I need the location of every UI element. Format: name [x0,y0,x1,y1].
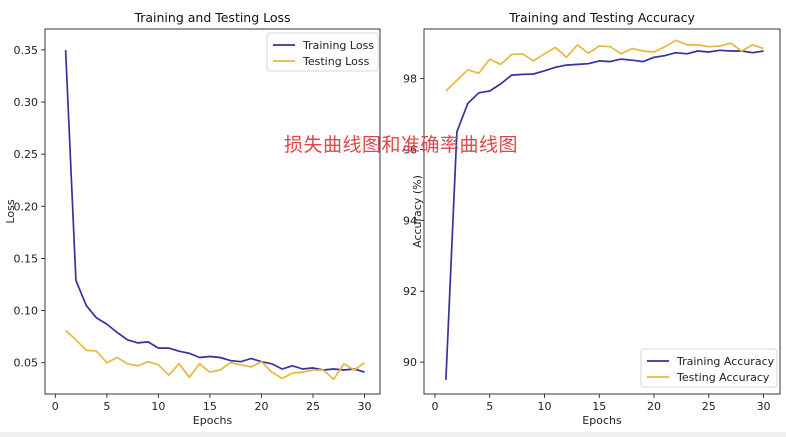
x-axis-label: Epochs [582,414,622,427]
legend: Training Loss Testing Loss [266,32,379,72]
x-tick-label: 30 [358,400,372,413]
legend-label: Testing Loss [302,55,370,68]
x-axis-label: Epochs [193,414,233,427]
y-tick-label: 90 [403,356,417,369]
x-tick-label: 5 [103,400,110,413]
accuracy-chart: Training and Testing Accuracy 0 5 10 15 20 25 3… [403,10,781,427]
y-tick-label: 92 [403,285,417,298]
x-tick-label: 15 [203,400,217,413]
legend-label: Training Accuracy [676,355,775,368]
series-line-training [64,49,365,373]
y-tick-label: 0.15 [14,252,39,265]
x-tick-label: 30 [757,400,771,413]
plot-frame [44,28,381,395]
x-tick-label: 20 [647,400,661,413]
y-axis-label: Loss [4,199,17,223]
y-axis-label: Accuracy (%) [411,175,424,248]
chart-title: Training and Testing Accuracy [508,10,695,25]
x-tick-label: 25 [306,400,320,413]
legend: Training Accuracy Testing Accuracy [640,348,778,388]
y-tick-label: 94 [403,214,417,227]
legend-label: Training Loss [302,39,374,52]
y-tick-label: 0.25 [14,148,39,161]
legend-label: Testing Accuracy [676,371,770,384]
y-tick-label: 0.05 [14,357,39,370]
legend-box [640,348,778,388]
x-tick-label: 5 [486,400,493,413]
x-tick-label: 10 [537,400,551,413]
y-tick-label: 0.35 [14,44,39,57]
x-tick-label: 20 [254,400,268,413]
overlay-caption: 损失曲线图和准确率曲线图 [284,134,519,156]
x-tick-label: 25 [702,400,716,413]
series-line-testing [65,329,365,381]
chart-title: Training and Testing Loss [133,10,290,25]
y-tick-label: 98 [403,73,417,86]
plot-frame [423,28,781,395]
loss-chart: Training and Testing Loss 0 5 10 15 20 25 30 0.0… [4,10,381,427]
x-tick-label: 0 [52,400,59,413]
y-tick-label: 0.20 [14,200,39,213]
series-line-training [445,49,764,380]
x-tick-label: 15 [592,400,606,413]
series-line-testing [445,39,764,92]
x-tick-label: 0 [431,400,438,413]
y-tick-label: 0.10 [14,305,39,318]
x-tick-label: 10 [151,400,165,413]
y-tick-label: 0.30 [14,96,39,109]
y-tick-label: 96 [403,143,417,156]
